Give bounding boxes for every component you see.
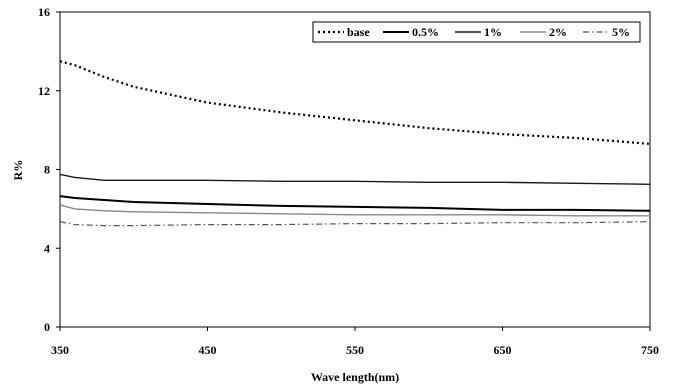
y-tick-label-4: 4 — [44, 241, 50, 255]
legend-label-2: 1% — [484, 25, 502, 39]
x-tick-label-750: 750 — [641, 343, 659, 357]
legend-items: base 0.5% 1% 2% 5% — [318, 25, 630, 39]
legend-label-4: 5% — [612, 25, 630, 39]
series-line-4 — [59, 221, 651, 227]
series-line-3 — [59, 204, 650, 217]
series-line-1 — [59, 195, 651, 212]
y-tick-label-8: 8 — [44, 163, 50, 177]
legend-label-3: 2% — [549, 25, 567, 39]
legend-label-0: base — [347, 25, 370, 39]
legend-label-1: 0.5% — [412, 25, 439, 39]
series-line-2 — [59, 173, 651, 185]
legend: base 0.5% 1% 2% 5% — [312, 21, 641, 43]
axis-layer: 350 450 550 650 750 0 4 8 12 16 — [38, 5, 659, 357]
plot-area — [59, 11, 651, 328]
x-axis-title: Wave length(nm) — [311, 370, 399, 384]
y-axis-title: R% — [11, 160, 25, 181]
y-tick-label-0: 0 — [44, 320, 50, 334]
x-tick-label-650: 650 — [494, 343, 512, 357]
x-tick-label-450: 450 — [199, 343, 217, 357]
series-layer — [59, 60, 651, 227]
y-tick-label-12: 12 — [38, 84, 50, 98]
y-tick-label-16: 16 — [38, 5, 50, 19]
x-tick-label-350: 350 — [51, 343, 69, 357]
x-tick-label-550: 550 — [346, 343, 364, 357]
series-line-0 — [59, 60, 651, 145]
